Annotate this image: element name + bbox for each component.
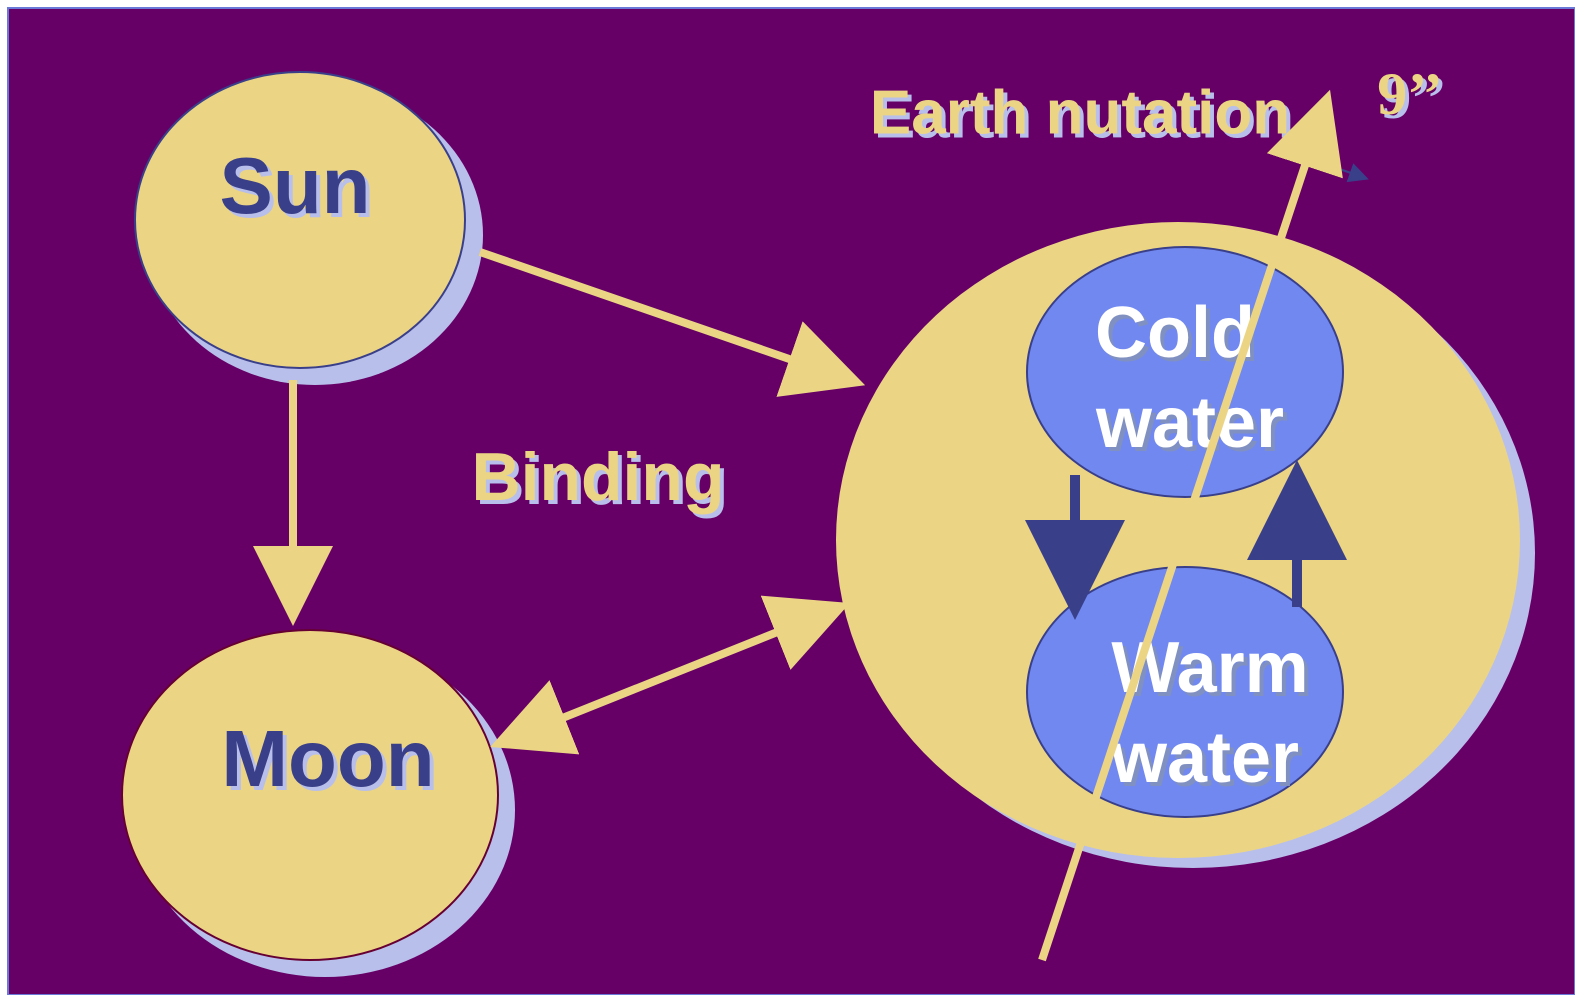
sun-label: Sun bbox=[219, 141, 370, 230]
sun bbox=[134, 71, 466, 369]
arrow-moon-earth bbox=[490, 595, 850, 755]
cold-label: Cold bbox=[1095, 293, 1255, 373]
cold-label: water bbox=[1095, 383, 1284, 463]
nutation-label: Earth nutation bbox=[870, 78, 1290, 147]
moon bbox=[121, 629, 499, 961]
angle-label: 9’’ bbox=[1377, 61, 1443, 127]
moon-label: Moon bbox=[221, 714, 434, 803]
earth-axis bbox=[1038, 89, 1343, 962]
binding-label: Binding bbox=[471, 439, 724, 515]
cold-water bbox=[1026, 246, 1344, 498]
arrow-sun-earth bbox=[478, 248, 866, 397]
warm-label: water bbox=[1110, 718, 1299, 798]
